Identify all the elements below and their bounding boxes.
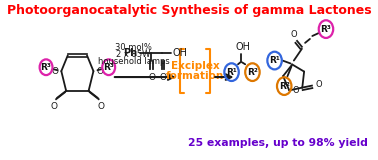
Text: R²: R²: [247, 68, 258, 77]
Text: R¹: R¹: [226, 68, 237, 77]
Text: R³: R³: [40, 63, 51, 72]
Text: 25 examples, up to 98% yield: 25 examples, up to 98% yield: [188, 138, 368, 148]
Text: R²: R²: [279, 82, 290, 91]
Text: OH: OH: [235, 43, 250, 52]
Text: O: O: [316, 80, 322, 89]
Text: formation: formation: [166, 71, 224, 81]
Text: O: O: [51, 67, 58, 76]
Text: O: O: [97, 102, 104, 111]
Text: O: O: [293, 86, 299, 95]
Text: O: O: [291, 30, 297, 39]
Text: household lamps: household lamps: [98, 57, 169, 66]
Text: R³: R³: [321, 25, 332, 34]
Text: R¹: R¹: [269, 56, 280, 65]
Text: OH: OH: [173, 48, 188, 58]
Text: Exciplex: Exciplex: [170, 61, 219, 71]
Text: 30 mol%: 30 mol%: [115, 44, 152, 52]
Text: R³: R³: [103, 63, 114, 72]
Text: Photoorganocatalytic Synthesis of gamma Lactones: Photoorganocatalytic Synthesis of gamma …: [7, 4, 371, 17]
Text: O: O: [51, 102, 57, 111]
Text: O: O: [160, 73, 166, 82]
Text: Ph: Ph: [123, 48, 137, 58]
Text: 2 x 85W: 2 x 85W: [116, 50, 151, 59]
Text: O: O: [148, 73, 155, 82]
Text: O: O: [97, 67, 104, 76]
